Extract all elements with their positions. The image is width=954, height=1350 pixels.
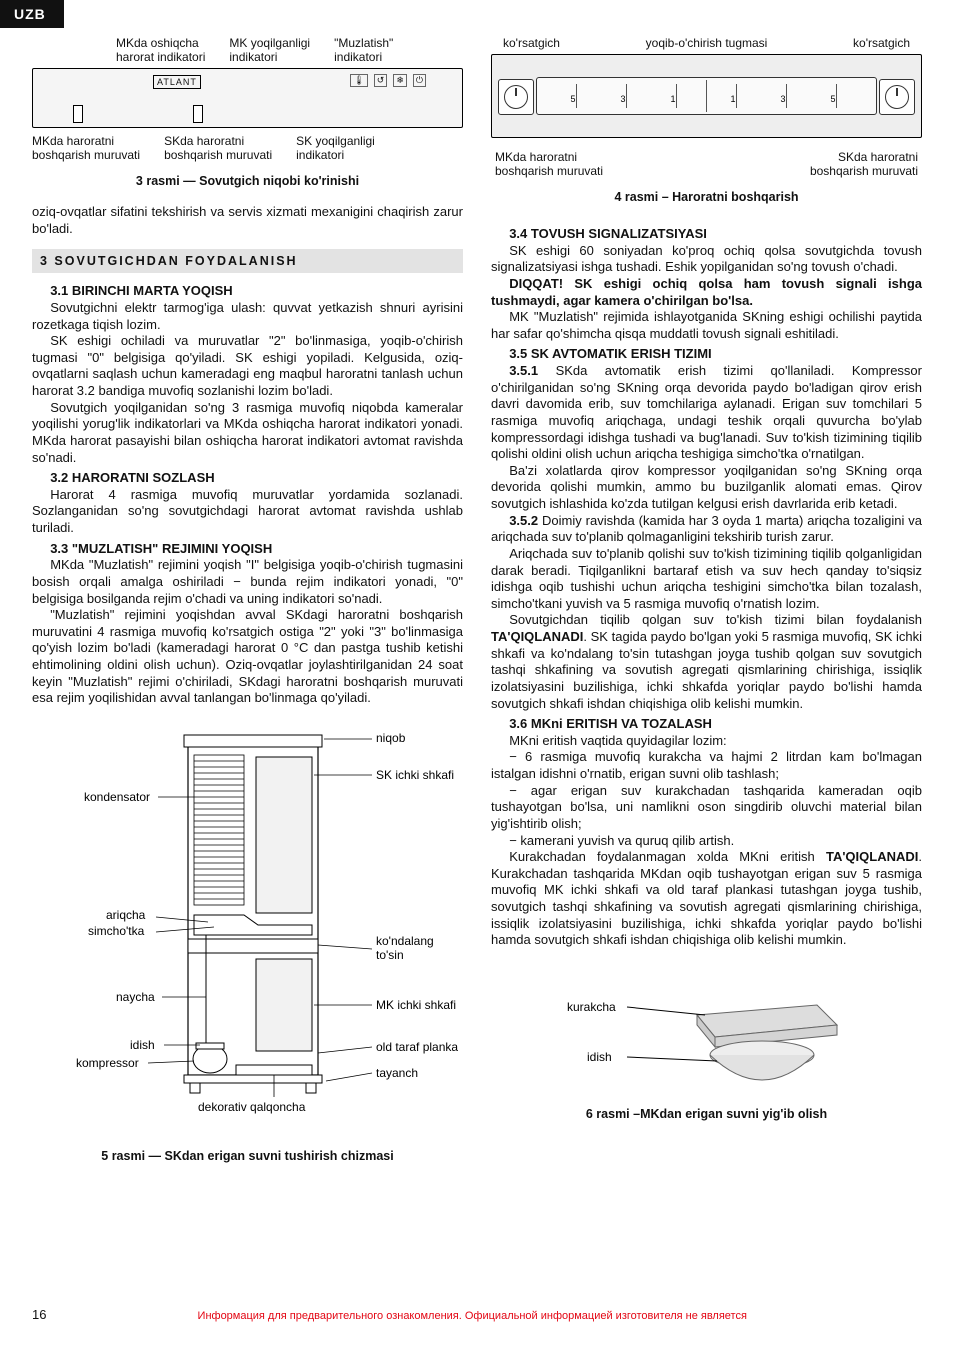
sec31-p2: SK eshigi ochiladi va muruvatlar "2" bo'…: [32, 333, 463, 400]
sec34-p1: SK eshigi 60 soniyadan ko'proq ochiq qol…: [491, 243, 922, 276]
fig5-lbl-kondalang-1: ko'ndalang: [376, 934, 434, 948]
sec32-p1: Harorat 4 rasmiga muvofiq muruvatlar yor…: [32, 487, 463, 537]
disclaimer-text: Информация для предварительного ознакомл…: [46, 1310, 898, 1322]
power-icon: ↺: [374, 74, 388, 87]
svg-text:1: 1: [731, 94, 736, 104]
sec34-p2: MK "Muzlatish" rejimida ishlayotganida S…: [491, 309, 922, 342]
figure-6: kurakcha idish 6 rasmi –MKdan erigan suv…: [491, 975, 922, 1121]
fig5-caption: 5 rasmi — SKdan erigan suvni tushirish c…: [32, 1149, 463, 1163]
fig3-panel: ATLANT 🌡 ↺ ❄ ⏻: [32, 68, 463, 128]
sec35-p1: 3.5.1 SKda avtomatik erish tizimi qo'lla…: [491, 363, 922, 463]
sec36-title: 3.6 MKni ERITISH VA TOZALASH: [491, 716, 922, 733]
sec35-title: 3.5 SK AVTOMATIK ERISH TIZIMI: [491, 346, 922, 363]
sec34-warn: DIQQAT! SK eshigi ochiq qolsa ham tovush…: [491, 276, 922, 309]
page-number: 16: [32, 1307, 46, 1322]
fig3-caption: 3 rasmi — Sovutgich niqobi ko'rinishi: [32, 174, 463, 188]
columns: MKda oshiqcha harorat indikatori MK yoqi…: [32, 36, 922, 1163]
fig3-dial-sk: [193, 105, 203, 123]
fig3-label-freeze: "Muzlatish" indikatori: [334, 36, 393, 64]
svg-text:3: 3: [781, 94, 786, 104]
fig3-icons: 🌡 ↺ ❄ ⏻: [350, 74, 426, 87]
fig5-lbl-old-taraf: old taraf plankasi: [376, 1040, 458, 1054]
section-3-title: 3 SOVUTGICHDAN FOYDALANISH: [32, 249, 463, 273]
figure-5: niqob kondensator SK ichki shkafi ariqch…: [32, 727, 463, 1163]
svg-text:1: 1: [671, 94, 676, 104]
fig4-knob-mk: [498, 79, 534, 115]
sec35-p2: Ba'zi xolatlarda qirov kompressor yoqilg…: [491, 463, 922, 513]
fig4-knob-sk: [879, 79, 915, 115]
sec35-p5: Sovutgichdan tiqilib qolgan suv to'kish …: [491, 612, 922, 712]
fig5-lbl-niqob: niqob: [376, 731, 406, 745]
sec36-b1: − 6 rasmiga muvofiq kurakcha va hajmi 2 …: [491, 749, 922, 782]
sec31-p3: Sovutgich yoqilganidan so'ng 3 rasmiga m…: [32, 400, 463, 467]
fig5-lbl-simchotka: simcho'tka: [88, 924, 145, 938]
sec36-p1: MKni eritish vaqtida quyidagilar lozim:: [491, 733, 922, 750]
fig5-lbl-dekorativ: dekorativ qalqoncha: [198, 1100, 306, 1114]
fig5-lbl-kompressor: kompressor: [76, 1056, 139, 1070]
fig3-label-sk-temp-knob: SKda haroratni boshqarish muruvati: [164, 134, 272, 162]
left-body: oziq-ovqatlar sifatini tekshirish va ser…: [32, 204, 463, 707]
fig5-lbl-ariqcha: ariqcha: [106, 908, 146, 922]
fig6-caption: 6 rasmi –MKdan erigan suvni yig'ib olish: [491, 1107, 922, 1121]
fig4-label-sk-temp-knob: SKda haroratni boshqarish muruvati: [810, 150, 918, 178]
svg-text:3: 3: [621, 94, 626, 104]
sec33-title: 3.3 "MUZLATISH" REJIMINI YOQISH: [32, 541, 463, 558]
sec36-p2: Kurakchadan foydalanmagan xolda MKni eri…: [491, 849, 922, 949]
fig5-lbl-tayanch: tayanch: [376, 1066, 418, 1080]
thermometer-icon: 🌡: [350, 74, 367, 87]
switch-icon: ⏻: [413, 74, 426, 87]
fig6-svg: kurakcha idish: [557, 975, 857, 1095]
fig5-lbl-kondalang-2: to'sin: [376, 948, 404, 962]
fig5-lbl-kondensator: kondensator: [84, 790, 150, 804]
sec36-b2: − agar erigan suv kurakchadan tashqarida…: [491, 783, 922, 833]
right-body: 3.4 TOVUSH SIGNALIZATSIYASI SK eshigi 60…: [491, 226, 922, 949]
fig5-lbl-naycha: naycha: [116, 990, 155, 1004]
intro-para: oziq-ovqatlar sifatini tekshirish va ser…: [32, 204, 463, 237]
sec33-p1: MKda "Muzlatish" rejimini yoqish "I" bel…: [32, 557, 463, 607]
svg-text:5: 5: [571, 94, 576, 104]
sec36-b3: − kamerani yuvish va quruq qilib artish.: [491, 833, 922, 850]
right-column: ko'rsatgich yoqib-o'chirish tugmasi ko'r…: [491, 36, 922, 1163]
fig5-lbl-idish: idish: [130, 1038, 155, 1052]
fig5-svg: niqob kondensator SK ichki shkafi ariqch…: [38, 727, 458, 1137]
fig4-panel: 5 3 1 1 3 5: [491, 54, 922, 138]
sec31-p1: Sovutgichni elektr tarmog'iga ulash: quv…: [32, 300, 463, 333]
fig3-label-mk-extra-temp: MKda oshiqcha harorat indikatori: [116, 36, 205, 64]
fig3-label-mk-temp-knob: MKda haroratni boshqarish muruvati: [32, 134, 140, 162]
figure-3: MKda oshiqcha harorat indikatori MK yoqi…: [32, 36, 463, 188]
fig4-label-indicator-r: ko'rsatgich: [853, 36, 910, 50]
sec33-p2: "Muzlatish" rejimini yoqishdan avval SKd…: [32, 607, 463, 707]
fig4-label-mk-temp-knob: MKda haroratni boshqarish muruvati: [495, 150, 603, 178]
svg-text:5: 5: [831, 94, 836, 104]
sec35-p3: 3.5.2 Doimiy ravishda (kamida har 3 oyda…: [491, 513, 922, 546]
fig3-label-sk-on: SK yoqilganligi indikatori: [296, 134, 375, 162]
footer: 16 Информация для предварительного ознак…: [32, 1299, 922, 1322]
fig3-top-labels: MKda oshiqcha harorat indikatori MK yoqi…: [116, 36, 463, 64]
language-tab: UZB: [0, 0, 64, 28]
fig3-dial-mk: [73, 105, 83, 123]
fig4-top-labels: ko'rsatgich yoqib-o'chirish tugmasi ko'r…: [503, 36, 910, 50]
left-column: MKda oshiqcha harorat indikatori MK yoqi…: [32, 36, 463, 1163]
sec32-title: 3.2 HARORATNI SOZLASH: [32, 470, 463, 487]
fig4-caption: 4 rasmi – Haroratni boshqarish: [491, 190, 922, 204]
fig5-lbl-sk-ichki: SK ichki shkafi: [376, 768, 454, 782]
fig4-scale: 5 3 1 1 3 5: [536, 77, 877, 115]
fig6-lbl-idish: idish: [587, 1050, 612, 1064]
fig4-label-switch: yoqib-o'chirish tugmasi: [646, 36, 768, 50]
figure-4: ko'rsatgich yoqib-o'chirish tugmasi ko'r…: [491, 36, 922, 204]
fig5-lbl-mk-ichki: MK ichki shkafi: [376, 998, 456, 1012]
sec31-title: 3.1 BIRINCHI MARTA YOQISH: [32, 283, 463, 300]
fig4-bottom-labels: MKda haroratni boshqarish muruvati SKda …: [495, 150, 918, 178]
fig4-label-indicator-l: ko'rsatgich: [503, 36, 560, 50]
fig3-label-mk-on: MK yoqilganligi indikatori: [229, 36, 310, 64]
fig3-bottom-labels: MKda haroratni boshqarish muruvati SKda …: [32, 134, 463, 162]
brand-badge: ATLANT: [153, 75, 201, 89]
page: MKda oshiqcha harorat indikatori MK yoqi…: [0, 0, 954, 1350]
sec34-title: 3.4 TOVUSH SIGNALIZATSIYASI: [491, 226, 922, 243]
fig6-lbl-kurakcha: kurakcha: [567, 1000, 616, 1014]
sec35-p4: Ariqchada suv to'planib qolishi suv to'k…: [491, 546, 922, 613]
snow-icon: ❄: [393, 74, 407, 87]
